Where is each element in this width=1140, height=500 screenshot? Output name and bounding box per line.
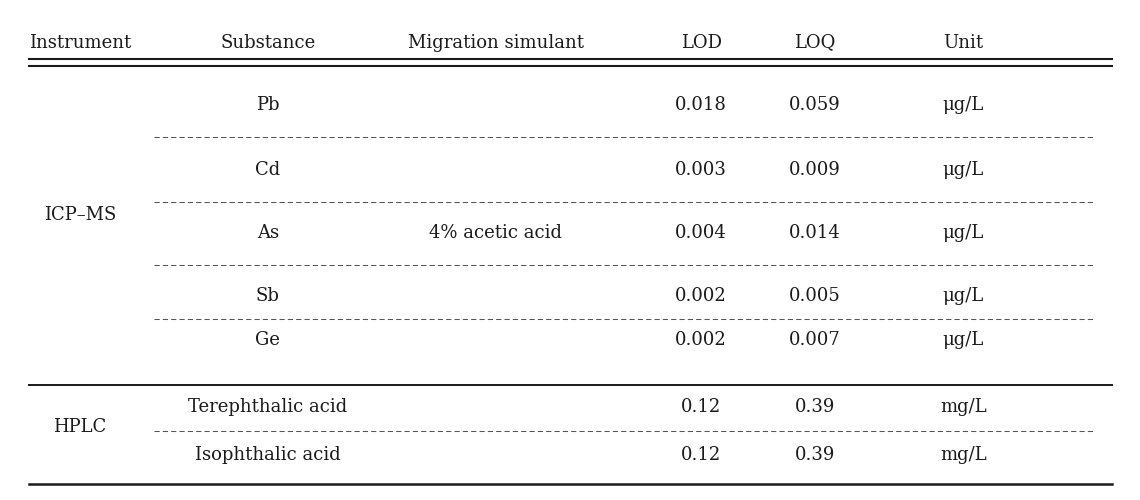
Text: 0.003: 0.003 [675, 161, 727, 179]
Text: μg/L: μg/L [943, 287, 984, 305]
Text: HPLC: HPLC [54, 418, 106, 436]
Text: 0.39: 0.39 [795, 446, 836, 464]
Text: mg/L: mg/L [940, 398, 986, 416]
Text: 0.007: 0.007 [789, 331, 841, 349]
Text: μg/L: μg/L [943, 161, 984, 179]
Text: Terephthalic acid: Terephthalic acid [188, 398, 348, 416]
Text: 0.059: 0.059 [789, 96, 841, 114]
Text: Cd: Cd [255, 161, 280, 179]
Text: LOQ: LOQ [795, 34, 836, 52]
Text: Unit: Unit [943, 34, 984, 52]
Text: Isophthalic acid: Isophthalic acid [195, 446, 341, 464]
Text: μg/L: μg/L [943, 96, 984, 114]
Text: 0.002: 0.002 [675, 287, 727, 305]
Text: 0.014: 0.014 [789, 224, 841, 242]
Text: Ge: Ge [255, 331, 280, 349]
Text: LOD: LOD [681, 34, 722, 52]
Text: Substance: Substance [220, 34, 316, 52]
Text: 0.12: 0.12 [681, 446, 722, 464]
Text: 4% acetic acid: 4% acetic acid [430, 224, 562, 242]
Text: 0.39: 0.39 [795, 398, 836, 416]
Text: ICP–MS: ICP–MS [43, 206, 116, 224]
Text: 0.004: 0.004 [675, 224, 727, 242]
Text: 0.12: 0.12 [681, 398, 722, 416]
Text: Migration simulant: Migration simulant [408, 34, 584, 52]
Text: 0.018: 0.018 [675, 96, 727, 114]
Text: 0.002: 0.002 [675, 331, 727, 349]
Text: Sb: Sb [256, 287, 279, 305]
Text: Pb: Pb [256, 96, 279, 114]
Text: 0.005: 0.005 [789, 287, 841, 305]
Text: Instrument: Instrument [28, 34, 131, 52]
Text: μg/L: μg/L [943, 224, 984, 242]
Text: mg/L: mg/L [940, 446, 986, 464]
Text: 0.009: 0.009 [789, 161, 841, 179]
Text: As: As [256, 224, 279, 242]
Text: μg/L: μg/L [943, 331, 984, 349]
